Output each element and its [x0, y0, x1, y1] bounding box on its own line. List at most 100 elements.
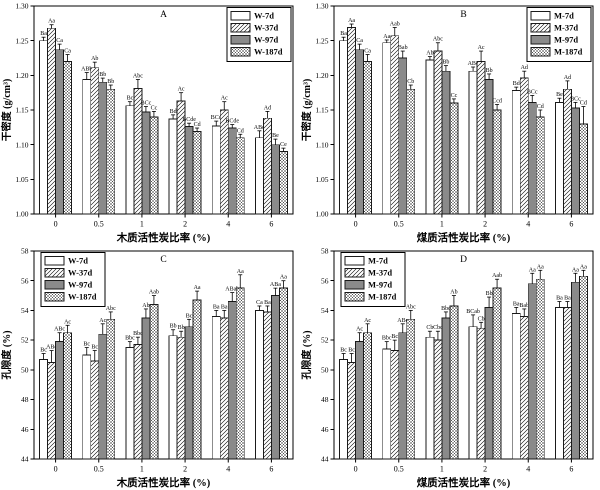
- svg-text:Ab: Ab: [91, 56, 98, 62]
- svg-text:Cc: Cc: [451, 93, 458, 99]
- svg-text:Ba: Ba: [564, 296, 571, 302]
- svg-text:6: 6: [569, 220, 573, 229]
- svg-text:Be: Be: [556, 92, 563, 98]
- svg-text:Cc: Cc: [151, 105, 158, 111]
- svg-text:1.15: 1.15: [315, 106, 328, 115]
- svg-text:54: 54: [21, 306, 29, 315]
- svg-text:1: 1: [140, 465, 144, 474]
- panel-b: 1.00 1.05 1.10 1.15 1.20 1.25 1.30 0 0.5 1 2 4 6 煤质活性…: [300, 0, 600, 245]
- svg-text:BCc: BCc: [141, 101, 152, 107]
- svg-text:0: 0: [354, 465, 358, 474]
- svg-text:A: A: [160, 10, 167, 20]
- svg-text:Ccd: Ccd: [492, 98, 502, 104]
- svg-text:1.15: 1.15: [15, 106, 28, 115]
- svg-text:Ac: Ac: [64, 319, 71, 325]
- svg-text:50: 50: [321, 365, 329, 374]
- svg-text:Ba: Ba: [340, 31, 347, 37]
- svg-text:ABc: ABc: [468, 61, 479, 67]
- svg-text:W-7d: W-7d: [254, 11, 274, 21]
- svg-text:Bc: Bc: [348, 348, 355, 354]
- svg-text:1: 1: [440, 465, 444, 474]
- svg-text:Aa: Aa: [280, 275, 287, 281]
- svg-text:1: 1: [440, 220, 444, 229]
- svg-text:Cb: Cb: [407, 79, 414, 85]
- svg-text:Ca: Ca: [256, 300, 263, 306]
- svg-text:0.5: 0.5: [94, 465, 104, 474]
- svg-text:BCde: BCde: [182, 117, 196, 123]
- svg-text:Aa: Aa: [194, 285, 201, 291]
- svg-text:Bb: Bb: [170, 324, 177, 330]
- panel-a-chart: 1.00 1.05 1.10 1.15 1.20 1.25 1.30 0 0.5 1 2 4 6 木质活性…: [0, 2, 294, 244]
- svg-text:Be: Be: [272, 133, 279, 139]
- svg-text:Ac: Ac: [99, 318, 106, 324]
- svg-text:M-187d: M-187d: [554, 47, 583, 57]
- svg-text:Ca: Ca: [356, 38, 363, 44]
- svg-text:Ba: Ba: [513, 301, 520, 307]
- svg-text:Ac: Ac: [364, 318, 371, 324]
- svg-text:Ab: Ab: [450, 290, 457, 296]
- svg-text:Ba: Ba: [556, 296, 563, 302]
- svg-text:Bbc: Bbc: [382, 336, 392, 342]
- svg-text:Ba: Ba: [40, 31, 47, 37]
- svg-text:BCd: BCd: [211, 115, 222, 121]
- svg-text:46: 46: [21, 425, 29, 434]
- svg-text:1.25: 1.25: [15, 36, 28, 45]
- svg-text:48: 48: [21, 395, 29, 404]
- panel-b-chart: 1.00 1.05 1.10 1.15 1.20 1.25 1.30 0 0.5 1 2 4 6 煤质活性…: [300, 2, 594, 244]
- svg-text:Ad: Ad: [564, 75, 571, 81]
- svg-text:M-97d: M-97d: [368, 280, 392, 290]
- svg-text:Cd: Cd: [237, 128, 244, 134]
- svg-text:Cd: Cd: [580, 101, 587, 107]
- svg-text:6: 6: [569, 465, 573, 474]
- svg-text:M-97d: M-97d: [554, 35, 578, 45]
- svg-text:W-97d: W-97d: [68, 280, 93, 290]
- svg-text:2: 2: [483, 465, 487, 474]
- svg-text:48: 48: [321, 395, 329, 404]
- svg-text:2: 2: [183, 220, 187, 229]
- svg-text:M-7d: M-7d: [554, 11, 574, 21]
- svg-text:Ad: Ad: [521, 65, 528, 71]
- svg-text:Ca: Ca: [56, 38, 63, 44]
- panel-a: 1.00 1.05 1.10 1.15 1.20 1.25 1.30 0 0.5 1 2 4 6 木质活性…: [0, 0, 300, 245]
- svg-text:Ba: Ba: [264, 300, 271, 306]
- svg-text:52: 52: [321, 336, 329, 345]
- svg-text:52: 52: [21, 336, 29, 345]
- svg-text:M-187d: M-187d: [368, 292, 397, 302]
- svg-text:W-37d: W-37d: [68, 268, 93, 278]
- svg-text:Ab: Ab: [142, 303, 149, 309]
- svg-text:BCab: BCab: [466, 309, 480, 315]
- svg-text:1.30: 1.30: [315, 2, 328, 11]
- svg-text:W-187d: W-187d: [68, 292, 97, 302]
- svg-text:1.25: 1.25: [315, 36, 328, 45]
- svg-text:Bbc: Bbc: [441, 306, 451, 312]
- svg-text:Bab: Bab: [519, 303, 529, 309]
- svg-text:Ad: Ad: [264, 105, 271, 111]
- svg-text:0.5: 0.5: [394, 465, 404, 474]
- svg-text:4: 4: [226, 220, 230, 229]
- svg-text:4: 4: [226, 465, 230, 474]
- svg-text:Bc: Bc: [83, 342, 90, 348]
- svg-text:ABc: ABc: [54, 327, 65, 333]
- svg-text:M-37d: M-37d: [554, 23, 578, 33]
- svg-text:Cd: Cd: [194, 122, 201, 128]
- svg-text:Bb: Bb: [178, 325, 185, 331]
- svg-text:2: 2: [183, 465, 187, 474]
- svg-text:木质活性炭比率 (%): 木质活性炭比率 (%): [116, 476, 211, 489]
- svg-text:孔隙度 (%): 孔隙度 (%): [300, 330, 313, 379]
- svg-text:B: B: [460, 10, 466, 20]
- svg-text:干密度 (g/cm³): 干密度 (g/cm³): [300, 79, 313, 142]
- svg-text:44: 44: [21, 455, 29, 464]
- svg-text:56: 56: [21, 276, 29, 285]
- svg-text:Bbc: Bbc: [133, 331, 143, 337]
- svg-text:Ac: Ac: [356, 327, 363, 333]
- svg-text:Ac: Ac: [478, 45, 485, 51]
- svg-text:50: 50: [21, 365, 29, 374]
- svg-text:1.10: 1.10: [315, 140, 328, 149]
- svg-text:Aa: Aa: [348, 18, 355, 24]
- svg-text:46: 46: [321, 425, 329, 434]
- svg-text:ABb: ABb: [81, 67, 92, 73]
- svg-text:ABc: ABc: [397, 318, 408, 324]
- svg-text:Bb: Bb: [486, 291, 493, 297]
